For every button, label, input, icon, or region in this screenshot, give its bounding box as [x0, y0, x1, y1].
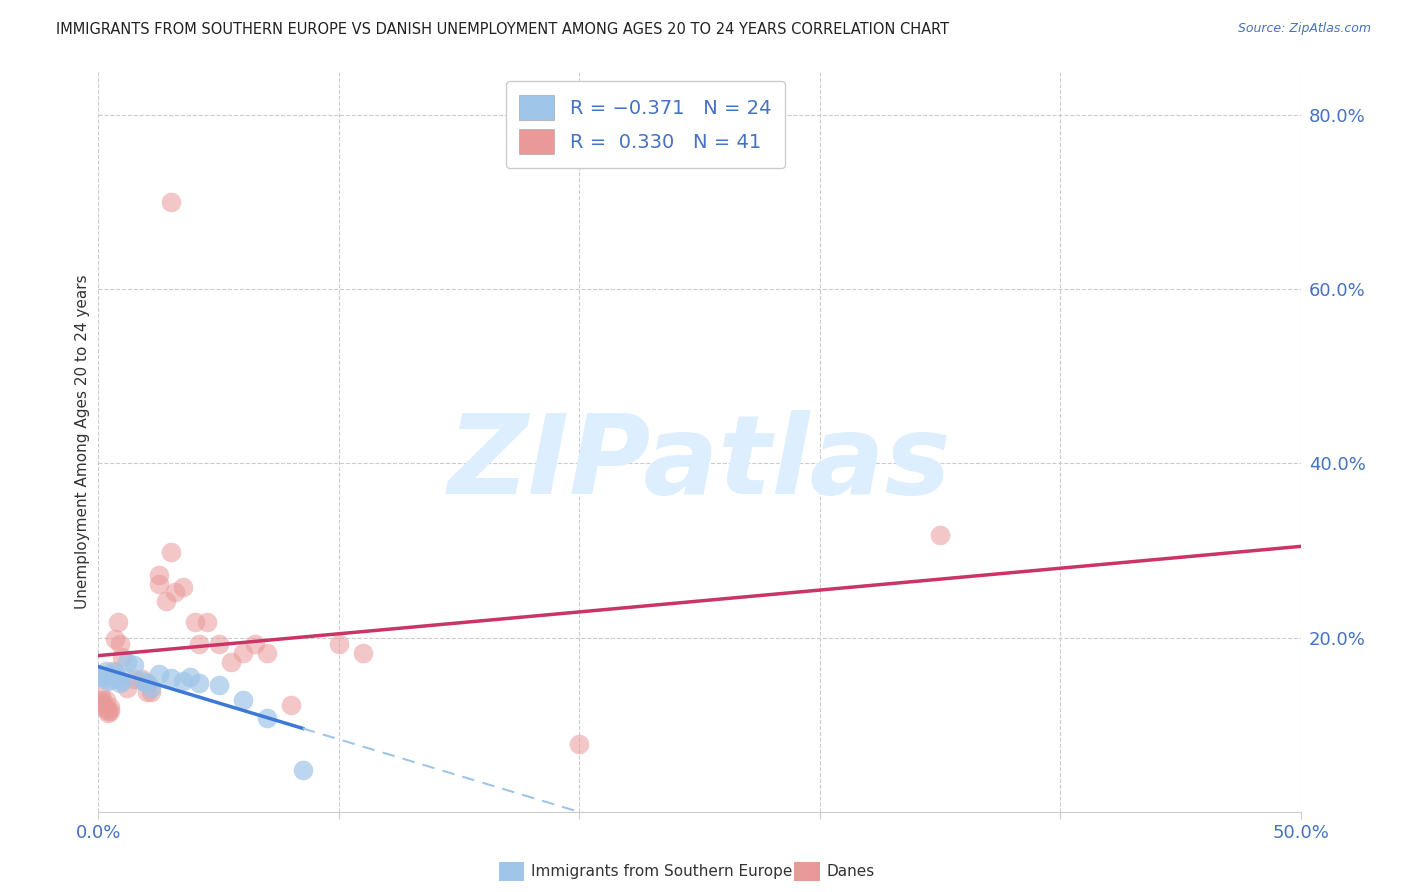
Point [100, 673, 122, 687]
Text: Immigrants from Southern Europe: Immigrants from Southern Europe [531, 864, 793, 879]
Point [148, 567, 170, 582]
Point [172, 674, 194, 689]
Point [256, 711, 278, 725]
Point [107, 672, 129, 686]
Point [165, 585, 187, 599]
Point [928, 527, 950, 541]
Point [100, 704, 122, 718]
Text: Source: ZipAtlas.com: Source: ZipAtlas.com [1237, 22, 1371, 36]
Point [280, 698, 302, 713]
Point [195, 615, 218, 629]
Point [135, 675, 157, 690]
Point [135, 684, 157, 698]
Point [219, 655, 242, 669]
Point [148, 576, 170, 591]
Text: Danes: Danes [827, 864, 875, 879]
Point [159, 194, 181, 209]
Point [91, 670, 114, 684]
Point [208, 678, 231, 692]
Point [117, 655, 139, 669]
Point [97, 704, 120, 718]
Point [159, 671, 181, 685]
Point [183, 615, 205, 629]
Point [135, 675, 157, 690]
Point [232, 646, 254, 660]
Legend: R = −0.371   N = 24, R =  0.330   N = 41: R = −0.371 N = 24, R = 0.330 N = 41 [506, 81, 785, 168]
Point [90, 670, 112, 684]
Point [172, 580, 194, 594]
Point [243, 638, 266, 652]
Point [148, 667, 170, 681]
Text: IMMIGRANTS FROM SOUTHERN EUROPE VS DANISH UNEMPLOYMENT AMONG AGES 20 TO 24 YEARS: IMMIGRANTS FROM SOUTHERN EUROPE VS DANIS… [56, 22, 949, 37]
Point [117, 681, 139, 695]
Point [97, 706, 120, 721]
Point [328, 638, 350, 652]
Point [179, 670, 201, 684]
Point [91, 698, 114, 713]
Point [94, 693, 117, 707]
Point [111, 649, 134, 664]
Point [141, 681, 163, 695]
Point [94, 664, 117, 678]
Point [104, 632, 127, 647]
Point [141, 684, 163, 698]
Point [101, 668, 124, 682]
Point [256, 646, 278, 660]
Point [101, 664, 124, 678]
Y-axis label: Unemployment Among Ages 20 to 24 years: Unemployment Among Ages 20 to 24 years [75, 274, 90, 609]
Point [124, 673, 146, 687]
Point [232, 693, 254, 707]
Point [108, 638, 131, 652]
Point [159, 545, 181, 559]
Point [352, 646, 374, 660]
Point [104, 665, 127, 680]
Point [188, 675, 211, 690]
Point [188, 638, 211, 652]
Point [91, 695, 114, 709]
Point [90, 693, 112, 707]
Point [131, 673, 153, 687]
Point [97, 674, 120, 689]
Point [100, 700, 122, 714]
Point [124, 658, 146, 673]
Point [291, 763, 314, 777]
Text: ZIPatlas: ZIPatlas [447, 410, 952, 517]
Point [131, 674, 153, 689]
Point [94, 702, 117, 716]
Point [568, 737, 591, 751]
Point [111, 674, 134, 689]
Point [90, 689, 112, 703]
Point [108, 675, 131, 690]
Point [208, 638, 231, 652]
Point [107, 615, 129, 629]
Point [155, 594, 177, 608]
